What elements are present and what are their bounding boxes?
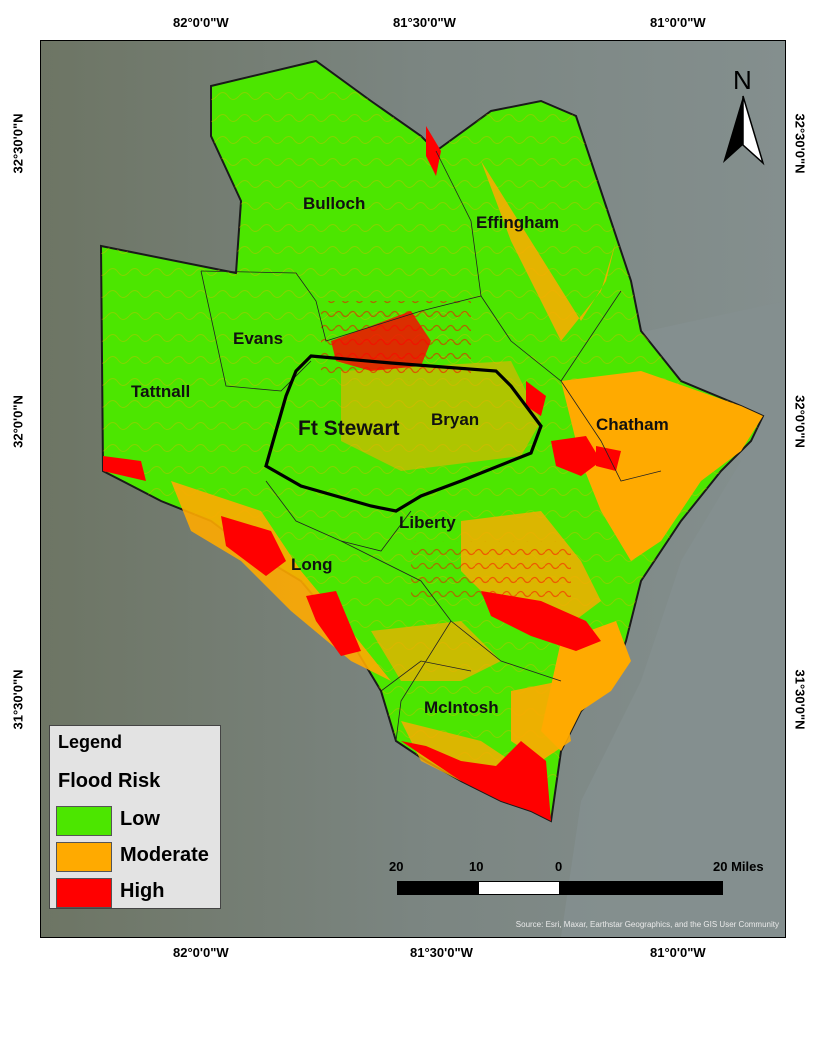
legend: Legend Flood Risk Low Moderate High: [49, 725, 221, 909]
county-label-evans: Evans: [233, 329, 283, 348]
coord-left-32-30n: 32°30'0"N: [10, 113, 26, 174]
coord-top-81w: 81°0'0"W: [650, 15, 706, 30]
coord-right-32n: 32°0'0"N: [792, 395, 808, 448]
coord-top-82w: 82°0'0"W: [173, 15, 229, 30]
coord-left-31-30n: 31°30'0"N: [10, 669, 26, 730]
imagery-source-credit: Source: Esri, Maxar, Earthstar Geographi…: [516, 920, 779, 929]
coord-bottom-82w: 82°0'0"W: [173, 945, 229, 960]
county-label-chatham: Chatham: [596, 415, 669, 434]
coord-top-81-30w: 81°30'0"W: [393, 15, 456, 30]
red-streams: [321, 301, 471, 381]
legend-label-high: High: [120, 880, 165, 902]
county-label-tattnall: Tattnall: [131, 382, 190, 401]
county-boundaries: [200, 150, 662, 742]
coord-bottom-81w: 81°0'0"W: [650, 945, 706, 960]
legend-label-moderate: Moderate: [120, 844, 209, 866]
scale-label-20: 20: [389, 859, 404, 874]
fort-stewart-boundary: [264, 354, 543, 513]
north-arrow: N: [723, 65, 765, 166]
red-streams-liberty: [411, 541, 571, 601]
legend-title: Legend: [58, 732, 123, 752]
legend-swatch-high: [56, 878, 112, 908]
county-label-mcintosh: McIntosh: [424, 698, 499, 717]
scale-bar: [397, 881, 723, 895]
legend-subtitle: Flood Risk: [58, 770, 161, 792]
county-label-effingham: Effingham: [476, 213, 559, 232]
coord-bottom-81-30w: 81°30'0"W: [410, 945, 473, 960]
scale-label-10: 10: [469, 859, 484, 874]
ocean: [561, 301, 785, 937]
map-frame[interactable]: Bulloch Effingham Evans Tattnall Bryan C…: [40, 40, 786, 938]
coord-right-31-30n: 31°30'0"N: [792, 669, 808, 730]
scale-segment-1: [397, 881, 479, 895]
county-label-bryan: Bryan: [431, 410, 479, 429]
legend-label-low: Low: [120, 808, 160, 830]
north-arrow-label: N: [733, 65, 752, 95]
county-label-bulloch: Bulloch: [303, 194, 365, 213]
scale-segment-2: [478, 881, 560, 895]
flood-risk-map: Bulloch Effingham Evans Tattnall Bryan C…: [41, 41, 785, 937]
legend-swatch-low: [56, 806, 112, 836]
scale-segment-3: [559, 881, 723, 895]
county-label-liberty: Liberty: [399, 513, 456, 532]
scale-label-0: 0: [555, 859, 563, 874]
installation-label-ft-stewart: Ft Stewart: [298, 417, 400, 440]
coord-right-32-30n: 32°30'0"N: [792, 113, 808, 174]
legend-swatch-moderate: [56, 842, 112, 872]
coord-left-32n: 32°0'0"N: [10, 395, 26, 448]
scale-label-20-miles: 20 Miles: [713, 859, 764, 874]
north-arrow-icon: [723, 96, 743, 163]
county-label-long: Long: [291, 555, 333, 574]
